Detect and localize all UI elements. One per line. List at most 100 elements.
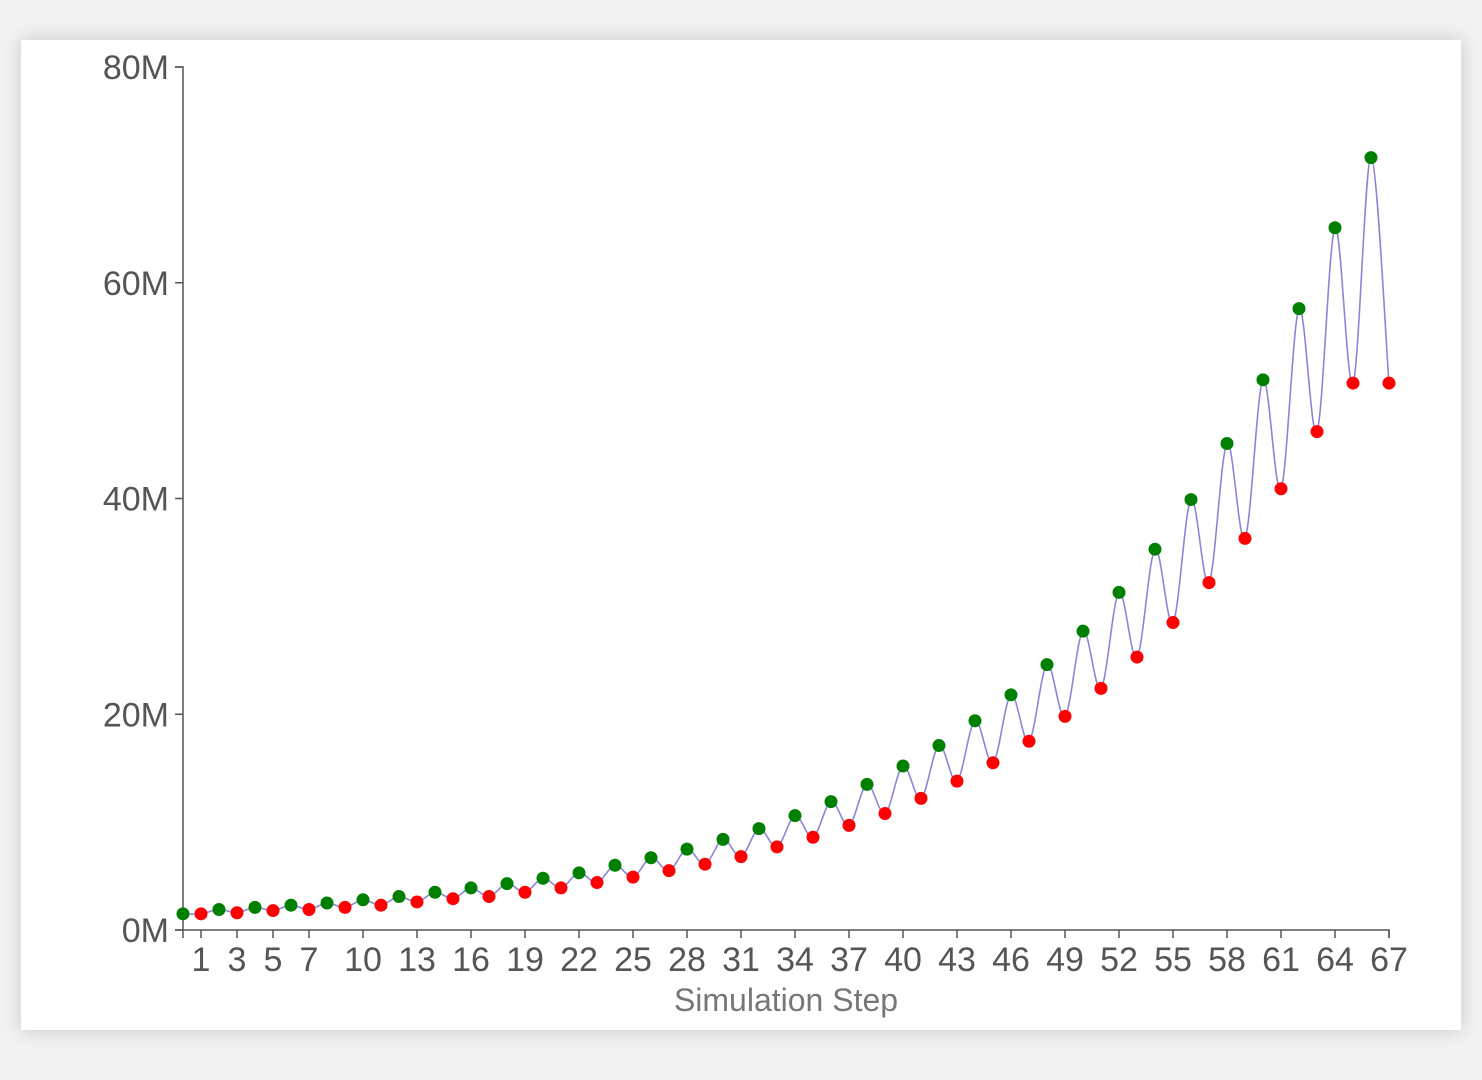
x-tick-label: 40: [884, 941, 922, 979]
data-point-down: [482, 890, 496, 904]
data-point-down: [770, 840, 784, 854]
x-tick-label: 10: [344, 941, 382, 979]
data-point-down: [698, 857, 712, 871]
data-point-down: [338, 900, 352, 914]
data-point-up: [644, 851, 658, 865]
x-tick-label: 19: [506, 941, 544, 979]
x-tick-label: 22: [560, 941, 598, 979]
x-tick-label: 37: [830, 941, 868, 979]
data-point-down: [1094, 681, 1108, 695]
x-axis: 1 3 5 7 10 13 16 19 22 25 28 31 34 37 40 43 46 49 52 55 58 61…: [182, 929, 1408, 979]
data-point-up: [752, 822, 766, 836]
data-point-down: [302, 903, 316, 917]
data-point-up: [212, 903, 226, 917]
x-tick-label: 61: [1262, 941, 1300, 979]
data-point-up: [1220, 436, 1234, 450]
data-point-down: [1202, 576, 1216, 590]
data-point-up: [320, 896, 334, 910]
x-tick-label: 67: [1370, 941, 1408, 979]
data-point-down: [734, 850, 748, 864]
data-point-down: [374, 898, 388, 912]
y-tick-label: 0M: [122, 912, 169, 950]
y-tick-label: 40M: [103, 481, 169, 519]
data-point-up: [860, 777, 874, 791]
data-point-down: [1346, 376, 1360, 390]
data-point-down: [446, 892, 460, 906]
data-point-down: [590, 876, 604, 890]
data-points: [176, 151, 1396, 921]
data-point-down: [662, 864, 676, 878]
data-point-down: [1238, 531, 1252, 545]
data-point-down: [914, 791, 928, 805]
data-point-up: [968, 714, 982, 728]
data-point-up: [428, 885, 442, 899]
data-point-down: [1022, 734, 1036, 748]
data-point-down: [986, 756, 1000, 770]
data-point-down: [230, 906, 244, 920]
data-point-down: [1382, 376, 1396, 390]
series-line: [182, 156, 1390, 915]
data-point-down: [842, 818, 856, 832]
x-tick-label: 5: [264, 941, 283, 979]
data-point-up: [1292, 302, 1306, 316]
data-point-up: [392, 890, 406, 904]
data-point-up: [824, 795, 838, 809]
data-point-down: [518, 885, 532, 899]
x-tick-label: 49: [1046, 941, 1084, 979]
data-point-up: [1148, 542, 1162, 556]
x-tick-label: 52: [1100, 941, 1138, 979]
data-point-down: [410, 895, 424, 909]
y-tick-label: 20M: [103, 696, 169, 734]
data-point-down: [1310, 425, 1324, 439]
data-point-up: [1076, 624, 1090, 638]
data-point-up: [1184, 493, 1198, 507]
data-point-up: [608, 858, 622, 872]
x-tick-label: 28: [668, 941, 706, 979]
data-point-down: [806, 830, 820, 844]
data-point-up: [896, 759, 910, 773]
data-point-down: [878, 806, 892, 820]
data-point-up: [356, 893, 370, 907]
data-point-down: [950, 774, 964, 788]
data-point-up: [464, 881, 478, 895]
data-point-down: [1274, 482, 1288, 496]
x-tick-label: 7: [300, 941, 319, 979]
data-point-up: [284, 898, 298, 912]
x-tick-label: 58: [1208, 941, 1246, 979]
x-tick-label: 1: [192, 941, 211, 979]
data-point-down: [1130, 650, 1144, 664]
x-tick-label: 31: [722, 941, 760, 979]
data-point-up: [572, 866, 586, 880]
data-point-up: [1040, 658, 1054, 672]
data-point-up: [536, 871, 550, 885]
data-point-down: [1166, 616, 1180, 630]
data-point-up: [1256, 373, 1270, 387]
data-point-up: [1328, 221, 1342, 235]
data-point-up: [1364, 151, 1378, 165]
x-tick-label: 46: [992, 941, 1030, 979]
data-point-down: [1058, 709, 1072, 723]
data-point-up: [176, 907, 190, 921]
data-point-down: [194, 907, 208, 921]
x-axis-line: [182, 929, 1390, 938]
x-tick-label: 25: [614, 941, 652, 979]
data-point-up: [248, 900, 262, 914]
chart-card: 0M 20M 40M 60M 80M 1 3 5 7 10 13 16 19 22 25 28 31 34 37 4…: [21, 40, 1461, 1030]
x-tick-label: 3: [228, 941, 247, 979]
data-point-up: [680, 842, 694, 856]
x-tick-label: 55: [1154, 941, 1192, 979]
x-tick-label: 43: [938, 941, 976, 979]
data-point-up: [932, 739, 946, 753]
data-point-down: [626, 870, 640, 884]
x-axis-title: Simulation Step: [674, 982, 898, 1018]
data-point-up: [1112, 585, 1126, 599]
y-axis: 0M 20M 40M 60M 80M: [103, 49, 184, 950]
x-tick-label: 64: [1316, 941, 1354, 979]
data-point-up: [1004, 688, 1018, 702]
data-point-up: [716, 832, 730, 846]
data-point-down: [554, 881, 568, 895]
data-point-down: [266, 904, 280, 918]
x-tick-label: 34: [776, 941, 814, 979]
data-point-up: [788, 809, 802, 823]
